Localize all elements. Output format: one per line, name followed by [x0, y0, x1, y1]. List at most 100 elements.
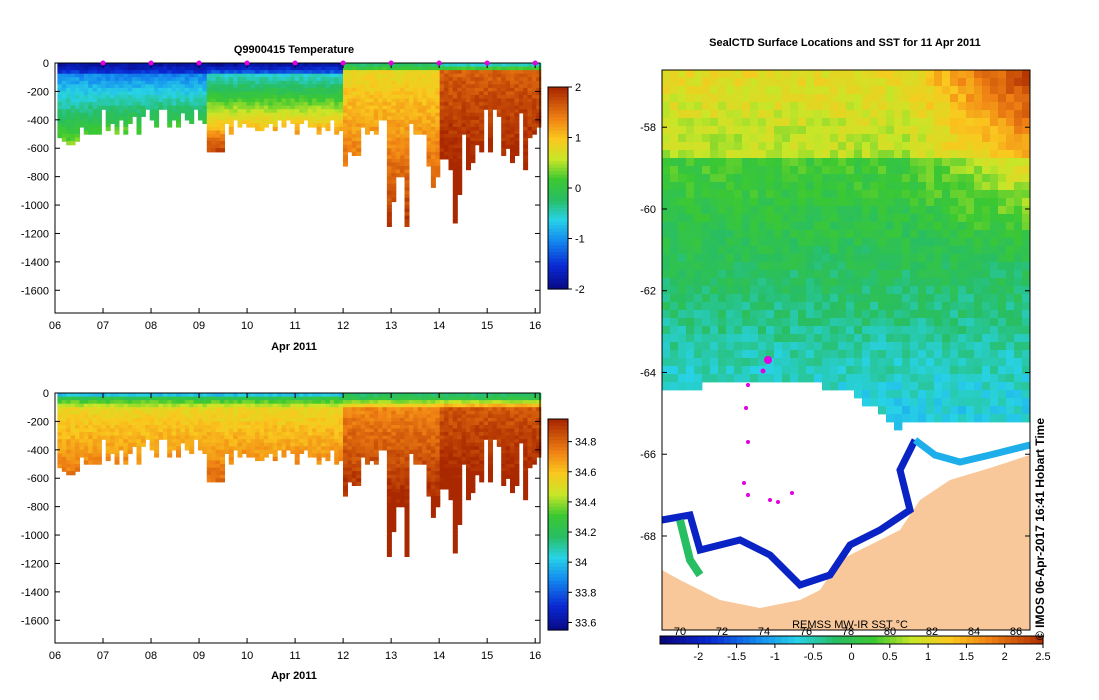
- section-cell: [123, 396, 129, 401]
- section-cell: [228, 453, 234, 458]
- section-cell: [321, 119, 326, 124]
- colorbar-segment: [548, 591, 568, 596]
- section-cell: [162, 417, 168, 423]
- section-cell: [75, 123, 80, 128]
- section-cell: [356, 148, 362, 153]
- section-cell: [413, 70, 419, 75]
- section-cell: [422, 95, 428, 100]
- section-cell: [400, 77, 406, 82]
- section-cell: [246, 449, 252, 454]
- temperature-axes: 06 07 08 09 10 11 12 13 14 15 160-200-400-600-800-…: [21, 58, 541, 332]
- section-cell: [496, 400, 502, 405]
- section-cell: [241, 105, 247, 110]
- section-cell: [114, 453, 120, 458]
- section-cell: [79, 116, 85, 121]
- colorbar-segment: [548, 113, 568, 118]
- section-cell: [417, 109, 423, 114]
- section-cell: [329, 95, 335, 100]
- section-cell: [457, 510, 463, 515]
- section-cell: [391, 95, 397, 100]
- section-cell: [391, 421, 397, 426]
- section-cell: [536, 439, 542, 444]
- section-cell: [75, 421, 80, 426]
- y-tick-label: -1200: [21, 228, 49, 240]
- section-cell: [61, 396, 67, 401]
- section-cell: [241, 428, 247, 433]
- section-cell: [61, 460, 67, 465]
- section-cell: [312, 414, 318, 419]
- section-cell: [479, 453, 485, 458]
- section-cell: [501, 474, 507, 479]
- section-cell: [501, 87, 507, 93]
- section-cell: [382, 116, 388, 121]
- section-cell: [457, 169, 463, 174]
- section-cell: [395, 485, 401, 490]
- section-cell: [356, 144, 362, 149]
- section-cell: [400, 417, 406, 423]
- section-cell: [149, 102, 155, 107]
- section-cell: [391, 467, 397, 472]
- y-tick-label: -600: [27, 143, 49, 155]
- section-cell: [470, 456, 476, 462]
- section-cell: [211, 410, 217, 415]
- section-cell: [435, 151, 441, 156]
- section-cell: [523, 87, 529, 93]
- section-cell: [505, 95, 511, 100]
- section-cell: [435, 481, 441, 486]
- section-cell: [435, 456, 441, 462]
- section-cell: [321, 432, 326, 437]
- section-cell: [510, 116, 515, 121]
- section-cell: [211, 449, 217, 454]
- section-cell: [439, 400, 445, 405]
- section-cell: [334, 428, 340, 433]
- section-cell: [61, 73, 67, 78]
- colorbar-segment: [548, 211, 568, 216]
- section-cell: [303, 400, 309, 405]
- section-cell: [444, 410, 450, 415]
- y-tick-label: -1600: [21, 285, 49, 297]
- section-cell: [92, 116, 98, 121]
- section-cell: [321, 77, 326, 82]
- section-cell: [426, 63, 432, 68]
- section-cell: [145, 414, 151, 419]
- section-cell: [110, 80, 116, 85]
- section-cell: [351, 102, 357, 107]
- section-cell: [400, 456, 406, 462]
- section-cell: [417, 70, 423, 75]
- section-cell: [114, 102, 120, 107]
- colorbar-tick-label: 0: [575, 183, 581, 195]
- colorbar-segment: [548, 144, 568, 149]
- section-cell: [277, 73, 283, 78]
- section-cell: [202, 407, 208, 412]
- section-cell: [325, 66, 331, 71]
- section-cell: [404, 485, 410, 490]
- section-cell: [334, 446, 340, 451]
- section-cell: [202, 446, 208, 451]
- section-cell: [127, 428, 133, 433]
- section-cell: [351, 66, 357, 71]
- section-cell: [474, 449, 480, 454]
- section-cell: [448, 456, 454, 462]
- section-cell: [299, 449, 305, 454]
- section-cell: [57, 112, 63, 117]
- section-cell: [474, 109, 480, 114]
- section-cell: [189, 80, 195, 85]
- section-cell: [255, 116, 261, 121]
- section-cell: [461, 95, 467, 100]
- section-cell: [290, 98, 296, 103]
- section-cell: [452, 91, 458, 96]
- section-cell: [457, 80, 463, 85]
- section-cell: [360, 439, 366, 444]
- section-cell: [114, 410, 120, 415]
- section-cell: [536, 393, 542, 398]
- section-cell: [360, 123, 366, 128]
- section-cell: [510, 80, 515, 85]
- section-cell: [400, 112, 406, 117]
- section-cell: [215, 393, 221, 398]
- colorbar-tick-label: 2: [575, 82, 581, 94]
- section-cell: [303, 439, 309, 444]
- section-cell: [505, 102, 511, 107]
- section-cell: [105, 453, 111, 458]
- section-cell: [189, 446, 195, 451]
- section-cell: [457, 66, 463, 71]
